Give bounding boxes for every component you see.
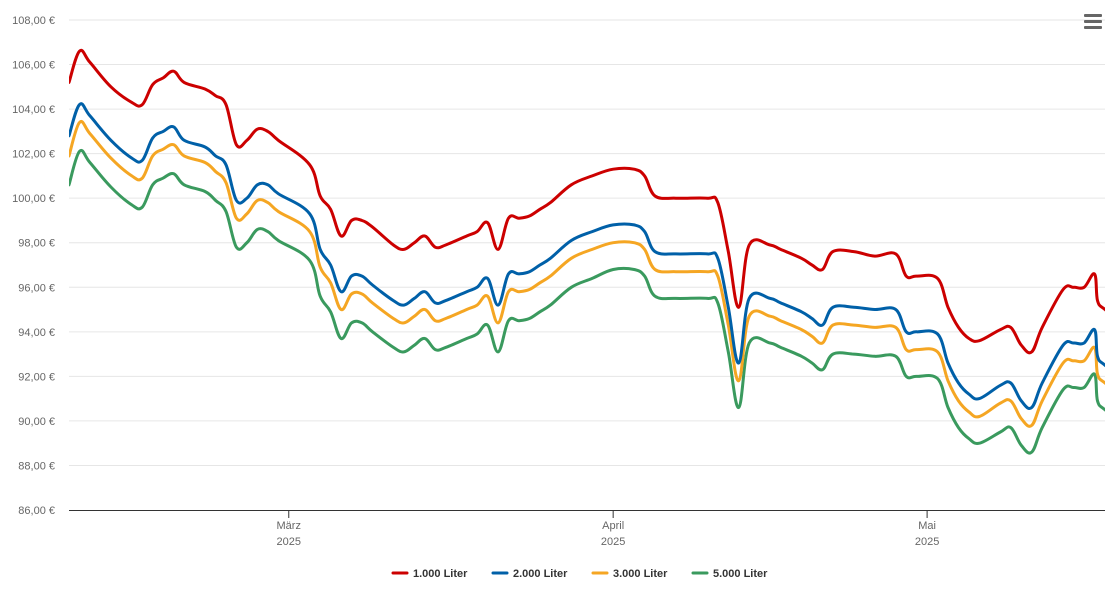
x-tick-label-year: 2025 — [915, 536, 939, 548]
series-line — [69, 120, 1105, 428]
gridlines — [69, 19, 1105, 466]
y-tick-label: 98,00 € — [18, 238, 55, 250]
series-line — [69, 48, 1105, 355]
y-tick-label: 100,00 € — [12, 193, 55, 205]
y-tick-label: 92,00 € — [18, 371, 55, 383]
legend-item[interactable]: 3.000 Liter — [591, 568, 668, 580]
y-axis: 86,00 € 88,00 € 90,00 € 92,00 € 94,00 € 96,00… — [12, 15, 55, 517]
legend-item[interactable]: 1.000 Liter — [391, 568, 468, 580]
y-tick-label: 102,00 € — [12, 149, 55, 161]
y-tick-label: 104,00 € — [12, 104, 55, 116]
x-tick-label-year: 2025 — [277, 536, 301, 548]
legend-label: 1.000 Liter — [413, 568, 468, 580]
legend-label: 3.000 Liter — [613, 568, 668, 580]
chart-menu-button[interactable] — [1080, 10, 1106, 32]
hamburger-menu-icon — [1084, 14, 1102, 29]
y-tick-label: 106,00 € — [12, 60, 55, 72]
y-tick-label: 96,00 € — [18, 282, 55, 294]
legend-label: 5.000 Liter — [713, 568, 768, 580]
series-line — [69, 102, 1105, 410]
x-tick-label-year: 2025 — [601, 536, 625, 548]
x-tick-label-month: April — [602, 520, 624, 532]
x-axis: März 2025 April 2025 Mai 2025 — [69, 510, 1105, 548]
legend-item[interactable]: 5.000 Liter — [691, 568, 768, 580]
legend: 1.000 Liter 2.000 Liter 3.000 Liter 5.000 L… — [391, 568, 768, 580]
legend-label: 2.000 Liter — [513, 568, 568, 580]
series-line — [69, 148, 1105, 455]
y-tick-label: 90,00 € — [18, 416, 55, 428]
y-tick-label: 86,00 € — [18, 505, 55, 517]
legend-item[interactable]: 2.000 Liter — [491, 568, 568, 580]
y-tick-label: 94,00 € — [18, 327, 55, 339]
x-tick-label-month: Mai — [918, 520, 936, 532]
y-tick-label: 88,00 € — [18, 460, 55, 472]
series-lines — [69, 48, 1105, 455]
y-tick-label: 108,00 € — [12, 15, 55, 27]
x-tick-label-month: März — [277, 520, 301, 532]
